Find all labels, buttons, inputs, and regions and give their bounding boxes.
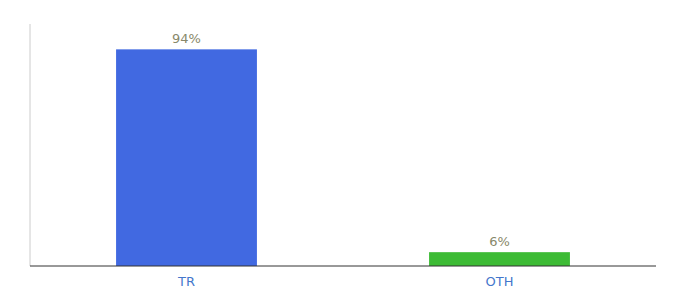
- data-label: 6%: [489, 234, 510, 249]
- bar: [429, 252, 570, 266]
- chart-container: 94% 6% TR OTH: [0, 0, 680, 300]
- x-tick-label: TR: [177, 274, 195, 289]
- bars: [116, 49, 570, 266]
- x-tick-label: OTH: [486, 274, 514, 289]
- bar: [116, 49, 257, 266]
- data-label: 94%: [172, 31, 201, 46]
- y-axis-line: [30, 24, 31, 266]
- x-axis-line: [30, 266, 656, 267]
- plot-area: 94% 6% TR OTH: [30, 24, 656, 289]
- chart-svg: 94% 6% TR OTH: [0, 0, 680, 300]
